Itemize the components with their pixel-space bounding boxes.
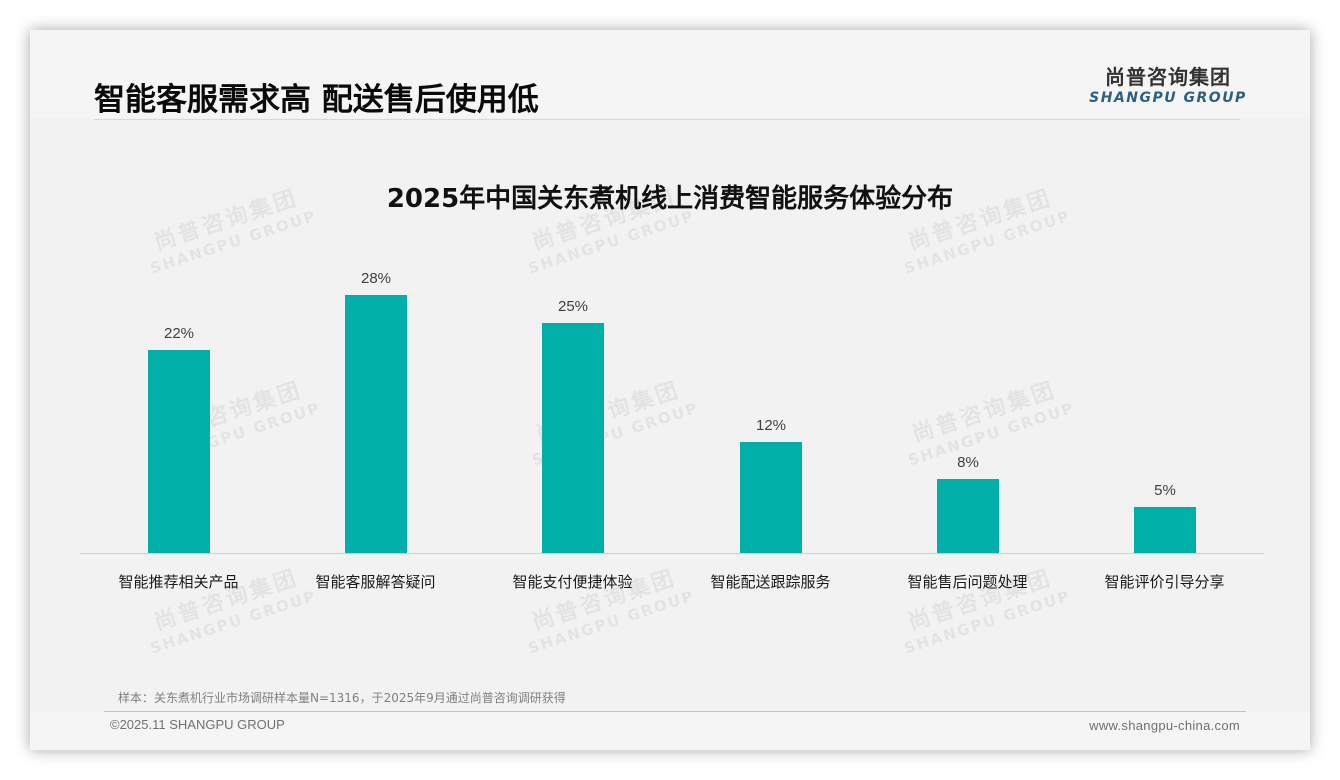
company-logo: 尚普咨询集团 SHANGPU GROUP bbox=[1088, 64, 1248, 106]
bar-smart-recommendation bbox=[148, 350, 210, 553]
sample-note: 样本：关东煮机行业市场调研样本量N=1316，于2025年9月通过尚普咨询调研获… bbox=[118, 691, 566, 705]
x-axis-category-label: 智能售后问题处理 bbox=[907, 573, 1028, 591]
x-axis-category-label: 智能评价引导分享 bbox=[1104, 573, 1225, 591]
logo-english-text: SHANGPU GROUP bbox=[1089, 90, 1247, 106]
footer-background bbox=[30, 712, 1310, 750]
x-axis-category-label: 智能配送跟踪服务 bbox=[710, 573, 831, 591]
bar-value-label: 22% bbox=[163, 325, 195, 342]
bar-smart-after-sales bbox=[937, 479, 999, 553]
website-link[interactable]: www.shangpu-china.com bbox=[1089, 718, 1240, 733]
title-divider bbox=[94, 119, 1240, 120]
slide: 智能客服需求高 配送售后使用低 尚普咨询集团 SHANGPU GROUP 尚普咨… bbox=[30, 30, 1310, 750]
x-axis-line bbox=[80, 553, 1264, 554]
header-background bbox=[30, 30, 1310, 118]
bar-value-label: 8% bbox=[957, 454, 979, 471]
bar-value-label: 12% bbox=[755, 417, 787, 434]
bar-smart-review-sharing bbox=[1134, 507, 1196, 553]
footer-divider bbox=[104, 711, 1246, 712]
bar-value-label: 5% bbox=[1154, 482, 1176, 499]
x-axis-category-label: 智能客服解答疑问 bbox=[315, 573, 436, 591]
bar-smart-delivery-tracking bbox=[740, 442, 802, 553]
bar-value-label: 28% bbox=[360, 270, 392, 287]
logo-chinese-text: 尚普咨询集团 bbox=[1105, 65, 1231, 89]
x-axis-category-label: 智能推荐相关产品 bbox=[118, 573, 239, 591]
bar-smart-payment bbox=[542, 323, 604, 553]
chart-title: 2025年中国关东煮机线上消费智能服务体验分布 bbox=[386, 184, 954, 214]
bar-smart-customer-service bbox=[345, 295, 407, 553]
x-axis-category-label: 智能支付便捷体验 bbox=[512, 573, 633, 591]
page-title: 智能客服需求高 配送售后使用低 bbox=[94, 82, 539, 118]
copyright-text: ©2025.11 SHANGPU GROUP bbox=[110, 717, 285, 732]
bar-value-label: 25% bbox=[557, 298, 589, 315]
